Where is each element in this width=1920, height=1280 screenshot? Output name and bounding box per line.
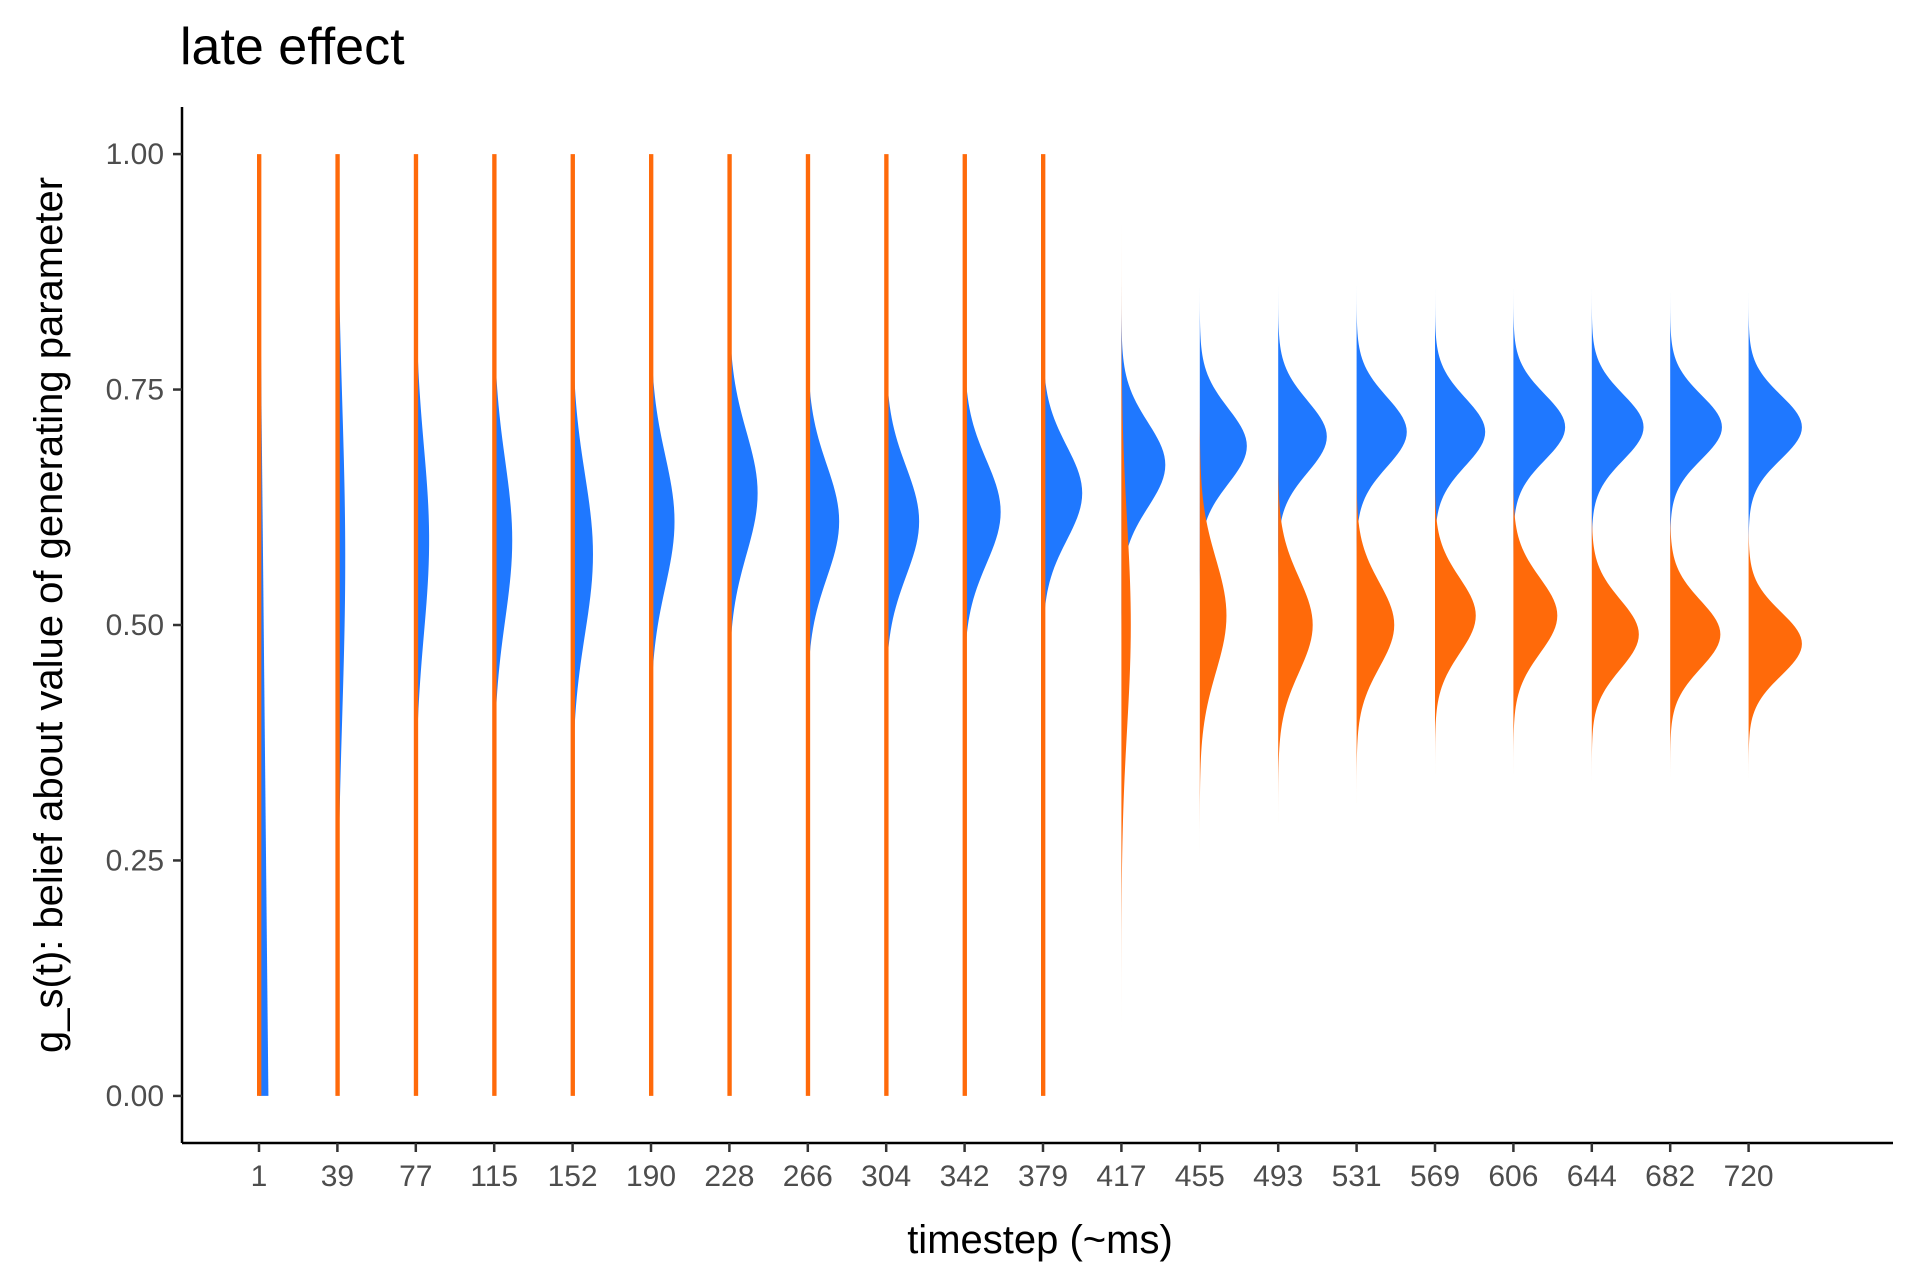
x-tick-label: 77 bbox=[399, 1160, 432, 1193]
density-orange-190 bbox=[649, 154, 654, 1096]
x-tick-label: 115 bbox=[470, 1160, 518, 1193]
density-blue-228 bbox=[729, 236, 758, 751]
density-blue-152 bbox=[572, 218, 593, 891]
x-tick-label: 1 bbox=[251, 1160, 268, 1193]
density-blue-455 bbox=[1199, 287, 1247, 605]
x-tick-label: 606 bbox=[1488, 1160, 1538, 1193]
x-tick-label: 342 bbox=[940, 1160, 990, 1193]
plot-area bbox=[257, 154, 1802, 1096]
x-tick-label: 682 bbox=[1645, 1160, 1695, 1193]
density-orange-531 bbox=[1356, 446, 1395, 804]
density-orange-39 bbox=[335, 154, 340, 1096]
x-axis-title: timestep (~ms) bbox=[907, 1218, 1173, 1262]
density-blue-644 bbox=[1591, 288, 1644, 566]
x-tick-label: 152 bbox=[548, 1160, 598, 1193]
density-orange-342 bbox=[962, 154, 967, 1096]
x-tick-label: 304 bbox=[861, 1160, 911, 1193]
x-tick-label: 266 bbox=[783, 1160, 833, 1193]
density-orange-228 bbox=[727, 154, 732, 1096]
density-orange-77 bbox=[413, 154, 419, 1096]
density-orange-152 bbox=[570, 154, 575, 1096]
x-tick-label: 455 bbox=[1175, 1160, 1225, 1193]
density-orange-115 bbox=[492, 154, 497, 1096]
density-blue-190 bbox=[651, 244, 675, 799]
y-tick-label: 0.50 bbox=[106, 609, 164, 642]
x-axis: 1 39 77 115 152 190 228 266 304 342 379 417 455 493 53… bbox=[182, 1141, 1893, 1193]
density-orange-417 bbox=[1121, 189, 1131, 1061]
density-blue-266 bbox=[807, 284, 840, 759]
density-orange-266 bbox=[805, 154, 811, 1096]
density-blue-417 bbox=[1121, 286, 1166, 643]
x-tick-label: 228 bbox=[704, 1160, 754, 1193]
y-tick-label: 0.00 bbox=[106, 1080, 164, 1113]
density-blue-493 bbox=[1278, 286, 1327, 587]
density-blue-720 bbox=[1748, 292, 1802, 562]
y-axis-title: g_s(t): belief about value of generating… bbox=[27, 177, 71, 1053]
density-orange-1 bbox=[257, 154, 262, 1096]
y-axis: 0.00 0.25 0.50 0.75 1.00 bbox=[106, 107, 184, 1143]
density-orange-493 bbox=[1278, 427, 1313, 823]
x-tick-label: 39 bbox=[321, 1160, 354, 1193]
density-orange-304 bbox=[884, 154, 889, 1096]
density-orange-455 bbox=[1199, 378, 1227, 853]
x-tick-label: 644 bbox=[1567, 1160, 1617, 1193]
density-blue-77 bbox=[415, 154, 430, 936]
y-tick-label: 0.25 bbox=[106, 844, 164, 877]
x-tick-label: 190 bbox=[626, 1160, 676, 1193]
density-orange-682 bbox=[1670, 492, 1721, 777]
density-orange-720 bbox=[1748, 509, 1802, 779]
density-blue-379 bbox=[1043, 295, 1083, 691]
density-blue-531 bbox=[1356, 285, 1407, 579]
density-blue-304 bbox=[886, 291, 920, 751]
x-tick-label: 493 bbox=[1253, 1160, 1303, 1193]
x-tick-label: 720 bbox=[1724, 1160, 1774, 1193]
density-blue-606 bbox=[1513, 288, 1566, 566]
density-orange-606 bbox=[1513, 457, 1558, 774]
x-tick-label: 531 bbox=[1332, 1160, 1382, 1193]
chart-title: late effect bbox=[180, 18, 405, 76]
density-blue-342 bbox=[964, 294, 1001, 730]
density-blue-115 bbox=[494, 204, 513, 877]
density-orange-644 bbox=[1591, 488, 1639, 781]
density-orange-569 bbox=[1435, 457, 1476, 774]
density-blue-569 bbox=[1435, 289, 1486, 575]
density-orange-379 bbox=[1041, 154, 1046, 1096]
density-blue-682 bbox=[1670, 292, 1722, 562]
x-tick-label: 569 bbox=[1410, 1160, 1460, 1193]
x-tick-label: 417 bbox=[1096, 1160, 1146, 1193]
x-tick-label: 379 bbox=[1018, 1160, 1068, 1193]
y-tick-label: 0.75 bbox=[106, 374, 164, 407]
y-tick-label: 1.00 bbox=[106, 138, 164, 171]
